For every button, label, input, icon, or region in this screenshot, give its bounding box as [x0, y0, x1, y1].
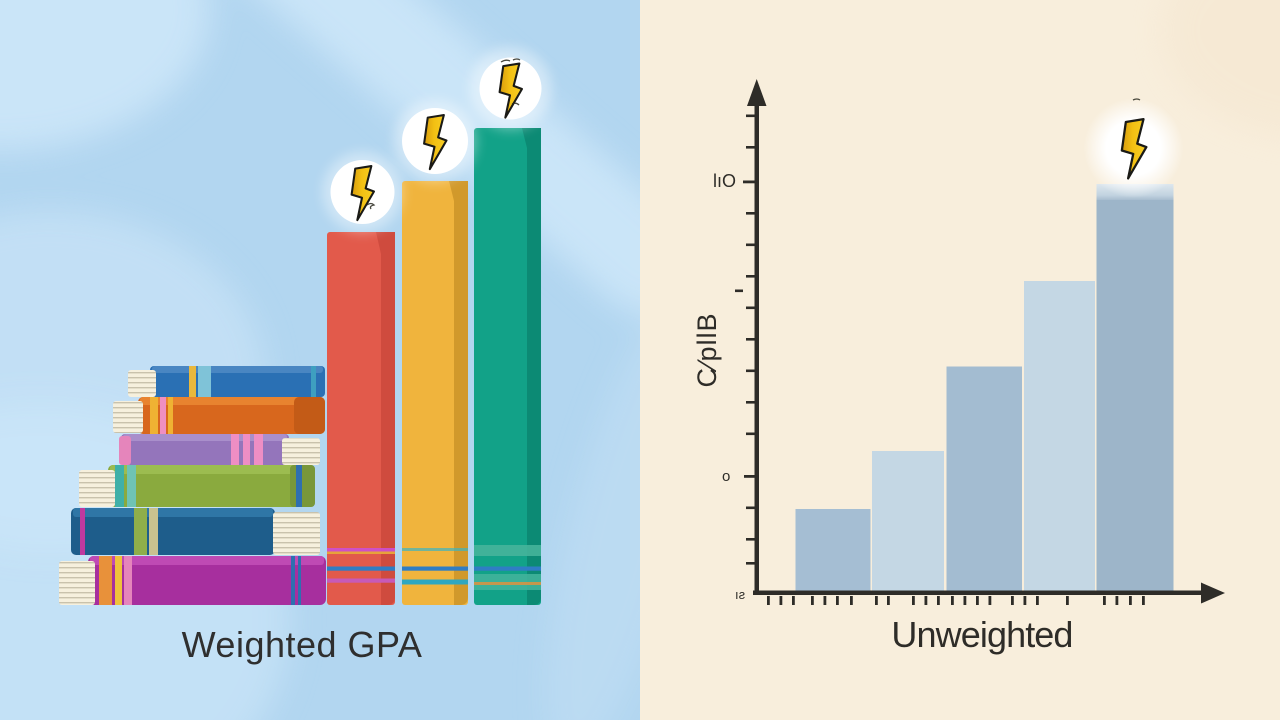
svg-text:Weighted GPA: Weighted GPA	[182, 624, 423, 665]
svg-text:o: o	[722, 468, 730, 485]
svg-text:Unweighted: Unweighted	[891, 614, 1072, 655]
svg-text:ıƨ: ıƨ	[735, 587, 746, 602]
svg-text:lıO: lıO	[713, 171, 736, 191]
svg-text:C⁄pllB: C⁄pllB	[692, 312, 722, 387]
